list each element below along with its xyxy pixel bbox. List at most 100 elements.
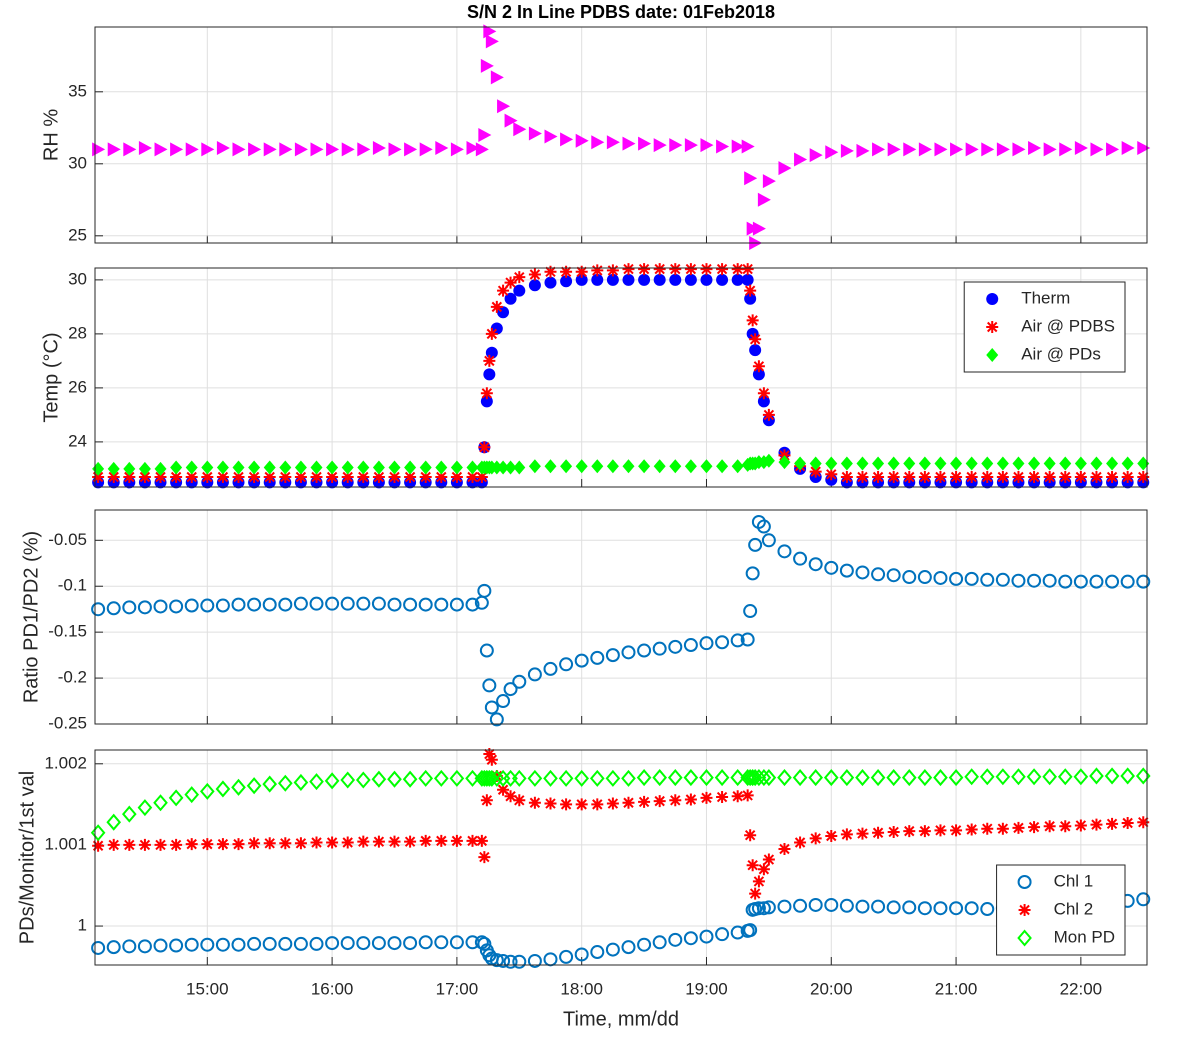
data-point (1012, 456, 1025, 471)
data-point (934, 456, 947, 471)
data-point (839, 563, 854, 578)
data-point (404, 835, 417, 848)
data-point (560, 275, 573, 288)
data-point (1121, 817, 1134, 830)
data-point (731, 139, 745, 154)
data-point (201, 142, 215, 157)
data-point (741, 789, 754, 802)
data-point (278, 597, 293, 612)
data-point (979, 768, 995, 786)
data-point (794, 836, 807, 849)
data-point (231, 937, 246, 952)
data-point (778, 842, 791, 855)
legend-label: Mon PD (1054, 927, 1115, 946)
data-point (995, 572, 1010, 587)
data-point (575, 798, 588, 811)
data-point (1137, 456, 1150, 471)
data-point (513, 284, 526, 297)
data-point (216, 471, 229, 484)
data-point (716, 273, 729, 286)
data-point (794, 152, 808, 167)
data-point (357, 460, 370, 475)
data-point (591, 135, 605, 150)
data-point (824, 897, 839, 912)
legend-marker (1018, 904, 1031, 916)
data-point (200, 937, 215, 952)
data-point (590, 650, 605, 665)
data-point (590, 945, 605, 960)
data-point (638, 273, 651, 286)
data-point (669, 273, 682, 286)
y-axis-label: Temp (°C) (40, 332, 62, 422)
data-point (762, 453, 775, 468)
data-point (123, 471, 136, 484)
data-point (387, 597, 402, 612)
data-point (731, 790, 744, 803)
data-point (1059, 471, 1072, 484)
data-point (933, 769, 948, 787)
y-axis-label: Ratio PD1/PD2 (%) (21, 531, 43, 703)
data-point (527, 953, 542, 968)
data-point (248, 142, 262, 157)
data-point (528, 459, 541, 474)
data-point (683, 638, 698, 653)
data-point (964, 571, 979, 586)
data-point (248, 471, 261, 484)
legend-label: Chl 2 (1054, 899, 1094, 918)
data-point (621, 645, 636, 660)
data-point (465, 597, 480, 612)
data-point (484, 700, 499, 715)
data-point (606, 264, 619, 277)
data-point (777, 544, 792, 559)
data-point (716, 791, 729, 804)
data-point (263, 471, 276, 484)
data-point (757, 387, 770, 400)
data-point (153, 794, 168, 812)
data-point (715, 635, 730, 650)
data-point (106, 601, 121, 616)
data-point (404, 142, 418, 157)
x-tick-label: 16:00 (311, 979, 354, 998)
data-point (544, 265, 557, 278)
data-point (605, 648, 620, 663)
data-point (402, 770, 418, 788)
data-point (232, 142, 246, 157)
data-point (263, 142, 277, 157)
data-point (699, 769, 714, 787)
data-point (1120, 574, 1135, 589)
data-point (294, 471, 307, 484)
data-point (934, 824, 947, 837)
data-point (559, 949, 574, 964)
data-point (871, 899, 886, 914)
data-point (778, 161, 792, 176)
data-point (497, 460, 510, 475)
data-point (560, 798, 573, 811)
data-point (528, 126, 542, 141)
data-point (1106, 456, 1119, 471)
data-point (489, 769, 505, 787)
data-point (477, 583, 492, 598)
data-point (996, 471, 1009, 484)
data-point (574, 653, 589, 668)
data-point (216, 460, 229, 475)
data-point (933, 901, 948, 916)
data-point (669, 263, 682, 276)
data-point (184, 598, 199, 613)
data-point (949, 571, 964, 586)
data-point (419, 142, 433, 157)
data-point (1105, 574, 1120, 589)
data-point (449, 935, 464, 950)
y-axis-label: RH % (40, 109, 62, 161)
data-point (263, 460, 276, 475)
plot-area (95, 27, 1147, 243)
data-point (918, 142, 932, 157)
data-point (622, 273, 635, 286)
data-point (137, 939, 152, 954)
data-point (749, 333, 762, 346)
data-point (981, 822, 994, 835)
data-point (170, 460, 183, 475)
axes-box (94, 749, 1148, 966)
data-point (887, 825, 900, 838)
data-point (980, 572, 995, 587)
data-point (757, 192, 771, 207)
